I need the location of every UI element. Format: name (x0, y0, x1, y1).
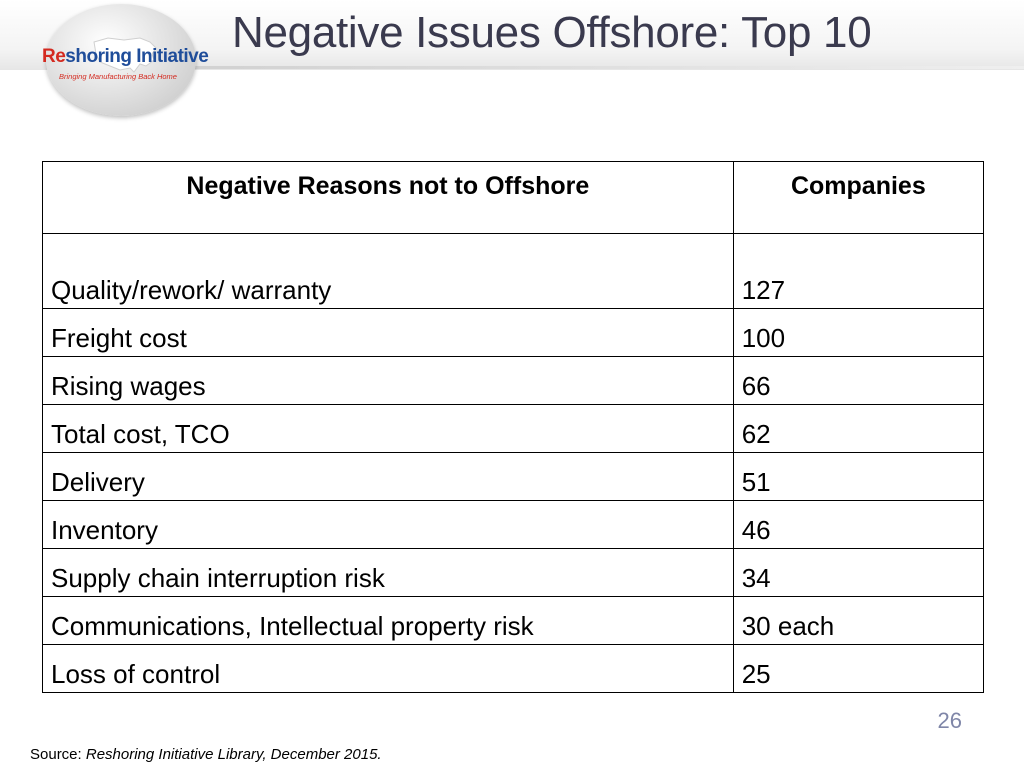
companies-cell: 30 each (732, 596, 985, 645)
table-row: Loss of control 25 (42, 644, 985, 693)
table-row: Inventory 46 (42, 500, 985, 549)
table-row: Delivery 51 (42, 452, 985, 501)
logo-wordmark: Reshoring Initiative (42, 46, 209, 68)
header-reason: Negative Reasons not to Offshore (42, 161, 734, 234)
companies-cell: 100 (732, 308, 985, 357)
usa-map-icon (93, 37, 157, 73)
reason-cell: Rising wages (42, 356, 734, 405)
table-header-row: Negative Reasons not to Offshore Compani… (42, 161, 985, 234)
reason-cell: Total cost, TCO (42, 404, 734, 453)
logo-tagline: Bringing Manufacturing Back Home (59, 72, 177, 81)
table-row: Quality/rework/ warranty 127 (42, 233, 985, 309)
page-number: 26 (937, 708, 962, 733)
companies-cell: 127 (732, 233, 985, 309)
source-label: Source: (30, 746, 82, 763)
table-row: Freight cost 100 (42, 308, 985, 357)
table-row: Total cost, TCO 62 (42, 404, 985, 453)
table-row: Rising wages 66 (42, 356, 985, 405)
header-companies: Companies (732, 161, 985, 234)
reshoring-initiative-logo: Reshoring Initiative Bringing Manufactur… (28, 4, 218, 116)
source-text: Reshoring Initiative Library, December 2… (85, 746, 382, 763)
companies-cell: 25 (732, 644, 985, 693)
source-citation: Source: Reshoring Initiative Library, De… (30, 746, 382, 763)
offshore-issues-table: Negative Reasons not to Offshore Compani… (42, 161, 985, 693)
reason-cell: Loss of control (42, 644, 734, 693)
table-row: Supply chain interruption risk 34 (42, 548, 985, 597)
reason-cell: Freight cost (42, 308, 734, 357)
reason-cell: Communications, Intellectual property ri… (42, 596, 734, 645)
logo-wordmark-prefix: Re (42, 46, 66, 67)
table-row: Communications, Intellectual property ri… (42, 596, 985, 645)
logo-wordmark-rest: shoring Initiative (65, 46, 209, 67)
companies-cell: 62 (732, 404, 985, 453)
reason-cell: Supply chain interruption risk (42, 548, 734, 597)
companies-cell: 46 (732, 500, 985, 549)
reason-cell: Delivery (42, 452, 734, 501)
reason-cell: Quality/rework/ warranty (42, 233, 734, 309)
reason-cell: Inventory (42, 500, 734, 549)
companies-cell: 34 (732, 548, 985, 597)
slide-title: Negative Issues Offshore: Top 10 (232, 8, 872, 57)
companies-cell: 66 (732, 356, 985, 405)
header-divider (170, 66, 1024, 69)
companies-cell: 51 (732, 452, 985, 501)
